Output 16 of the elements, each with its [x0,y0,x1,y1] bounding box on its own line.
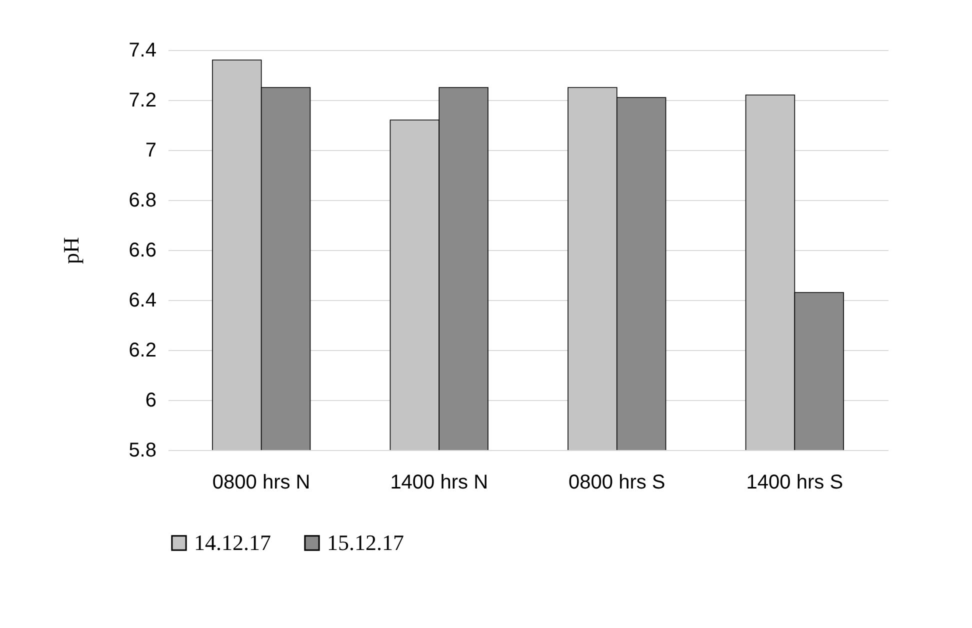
legend-label: 14.12.17 [194,530,271,555]
y-tick-label: 6.4 [128,290,156,312]
y-tick-label: 6.2 [128,340,156,362]
y-tick-label: 6.6 [128,240,156,262]
x-tick-label: 1400 hrs S [746,472,844,494]
y-tick-label: 6 [145,390,156,412]
x-tick-label: 1400 hrs N [390,472,488,494]
y-tick-label: 7 [145,140,156,162]
y-tick-label: 7.2 [128,90,156,112]
x-tick-label: 0800 hrs N [212,472,310,494]
y-tick-label: 7.4 [128,40,156,62]
x-tick-label: 0800 hrs S [568,472,666,494]
y-tick-label: 5.8 [128,440,156,462]
y-axis-title: pH [58,236,84,264]
y-tick-label: 6.8 [128,190,156,212]
legend-label: 15.12.17 [327,530,404,555]
